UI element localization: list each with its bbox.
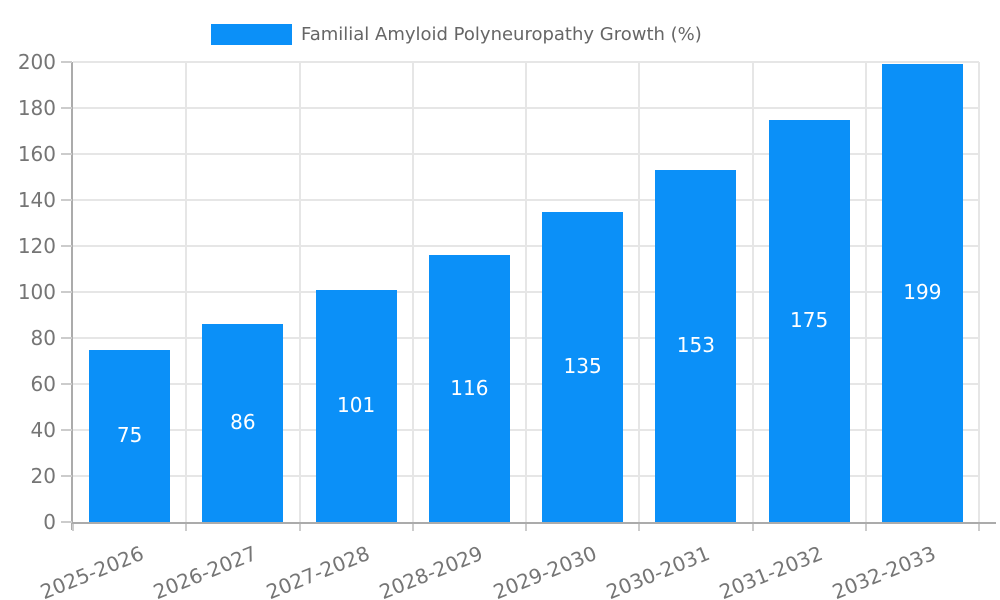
y-tick: [61, 383, 72, 385]
bar: [542, 211, 624, 522]
y-tick-label: 120: [17, 234, 56, 258]
x-tick: [72, 524, 74, 531]
bar: [768, 119, 850, 522]
bar: [428, 255, 510, 522]
bar: [315, 289, 397, 522]
bar-value-label: 199: [903, 280, 942, 305]
y-tick-label: 80: [30, 326, 56, 350]
x-tick: [978, 524, 980, 531]
y-tick-label: 100: [17, 280, 56, 304]
y-tick-label: 140: [17, 188, 56, 212]
y-tick: [61, 107, 72, 109]
legend[interactable]: Familial Amyloid Polyneuropathy Growth (…: [211, 24, 702, 45]
y-tick: [61, 337, 72, 339]
bar: [202, 324, 284, 522]
y-tick-label: 40: [30, 418, 56, 442]
y-tick: [61, 245, 72, 247]
bar-value-label: 175: [790, 307, 829, 332]
v-gridline: [864, 62, 867, 522]
chart-title: Familial Amyloid Polyneuropathy Growth (…: [301, 24, 702, 45]
v-gridline: [185, 62, 188, 522]
y-tick: [61, 521, 72, 523]
y-tick: [61, 291, 72, 293]
y-tick-label: 200: [17, 50, 56, 74]
y-tick: [61, 153, 72, 155]
x-axis-line: [71, 522, 996, 524]
v-gridline: [411, 62, 414, 522]
y-axis-line: [71, 62, 73, 530]
v-gridline: [751, 62, 754, 522]
y-tick-label: 60: [30, 372, 56, 396]
x-tick: [185, 524, 188, 531]
v-gridline: [638, 62, 641, 522]
y-tick-label: 180: [17, 96, 56, 120]
bar: [89, 349, 171, 522]
y-tick: [61, 61, 72, 63]
y-tick: [61, 429, 72, 431]
y-tick-label: 160: [17, 142, 56, 166]
x-tick: [638, 524, 641, 531]
y-tick: [61, 475, 72, 477]
y-tick: [61, 199, 72, 201]
bar-value-label: 101: [337, 392, 376, 417]
x-tick: [298, 524, 301, 531]
x-tick: [411, 524, 414, 531]
bar: [881, 64, 963, 522]
x-tick: [525, 524, 527, 531]
x-tick: [864, 524, 867, 531]
bar: [655, 170, 737, 522]
bar-value-label: 75: [116, 422, 143, 447]
x-tick: [751, 524, 754, 531]
legend-swatch: [211, 24, 292, 45]
y-tick-label: 20: [30, 464, 56, 488]
v-gridline: [978, 62, 980, 522]
bar-value-label: 153: [676, 333, 715, 358]
bar-value-label: 135: [563, 353, 602, 378]
y-tick-label: 0: [43, 510, 56, 534]
bar-value-label: 86: [230, 410, 256, 435]
v-gridline: [525, 62, 527, 522]
bar-value-label: 116: [450, 375, 489, 400]
v-gridline: [298, 62, 301, 522]
